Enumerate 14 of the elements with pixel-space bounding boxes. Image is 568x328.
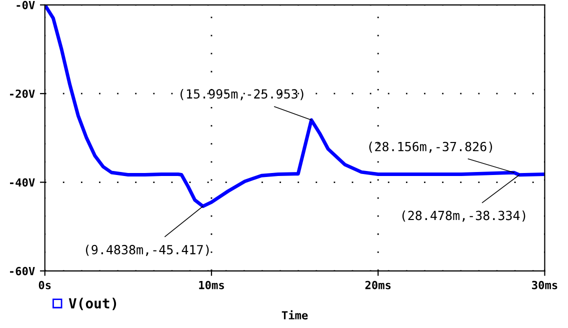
x-tick-label: 0s (38, 280, 51, 290)
y-tick-label: -60V (10, 266, 35, 276)
x-tick-label: 20ms (365, 280, 391, 290)
annotation: (9.4838m,-45.417) (86, 244, 209, 256)
annotation: (28.156m,-37.826) (369, 142, 492, 153)
y-tick-label: -0V (16, 0, 35, 10)
annotation: (28.478m,-38.334) (402, 210, 526, 222)
y-tick-label: -20V (10, 90, 35, 98)
y-tick-label: -40V (10, 178, 35, 187)
annotation: (15.995m,-25.953) (180, 88, 304, 100)
x-tick-label: 30ms (532, 280, 558, 290)
x-axis-title: Time (282, 310, 308, 320)
legend-label: V(out) (68, 298, 116, 310)
x-tick-label: 10ms (199, 280, 224, 290)
